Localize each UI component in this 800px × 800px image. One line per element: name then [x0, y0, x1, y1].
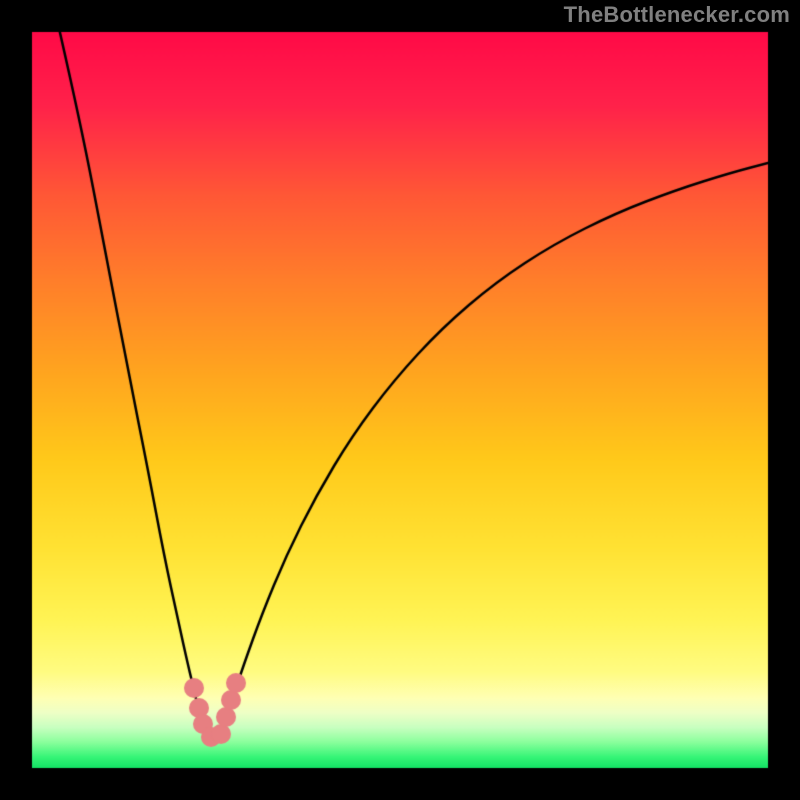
chart-stage: TheBottlenecker.com	[0, 0, 800, 800]
watermark-text: TheBottlenecker.com	[564, 2, 790, 28]
chart-canvas	[0, 0, 800, 800]
